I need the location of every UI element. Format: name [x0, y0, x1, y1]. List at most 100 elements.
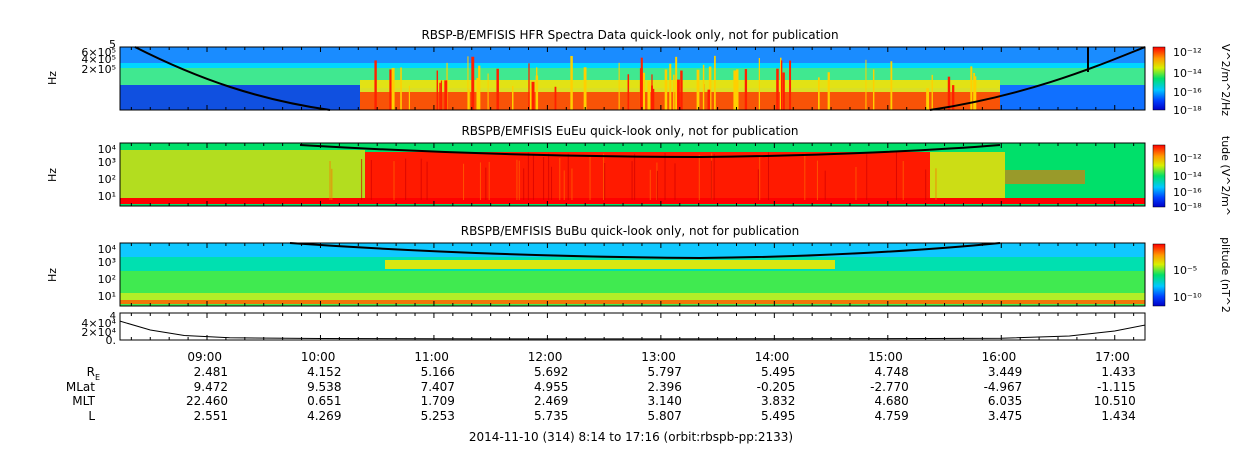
bubu-ytick-3: 10¹: [98, 290, 116, 303]
time-tick-label: 10:00: [301, 350, 336, 364]
ephemeris-value: 5.692: [534, 365, 568, 379]
ephemeris-value: 2.396: [648, 380, 682, 394]
hfr-lowfreq-red: [360, 92, 1000, 110]
time-axis-labels: 09:00 10:00 11:00 12:00 13:00 14:00 15:00 16:00…: [187, 350, 1129, 364]
eueu-fce-curve: [299, 144, 1001, 159]
time-tick-label: 13:00: [641, 350, 676, 364]
ephemeris-value: 2.551: [194, 409, 228, 423]
eueu-ylabel: Hz: [46, 168, 59, 182]
eueu-frame: [119, 142, 1146, 207]
ephemeris-value: 10.510: [1094, 394, 1136, 408]
bubu-colorbar: [1152, 243, 1166, 307]
bubu-low-band: [120, 293, 1145, 304]
ephemeris-value: 9.472: [194, 380, 228, 394]
eueu-ytick-3: 10¹: [98, 190, 116, 203]
hfr-lowfreq-blue-right: [1000, 85, 1145, 110]
eueu-baseline-red: [120, 198, 1145, 204]
line-ytick-0: 4×10⁴: [81, 317, 116, 330]
time-tick-label: 16:00: [982, 350, 1017, 364]
bubu-ytick-0: 10⁴: [98, 243, 117, 256]
eueu-left-yellow: [120, 150, 365, 198]
footer-time-range: 2014-11-10 (314) 8:14 to 17:16 (orbit:rb…: [469, 430, 793, 444]
ephemeris-value: 3.140: [648, 394, 682, 408]
bubu-frame: [119, 242, 1146, 307]
ephemeris-value: 2.469: [534, 394, 568, 408]
bubu-ytick-1: 10³: [98, 256, 116, 269]
ephemeris-value: 4.955: [534, 380, 568, 394]
panel1-title: RBSP-B/EMFISIS HFR Spectra Data quick-lo…: [421, 28, 838, 42]
eueu-cbar-label: tude (V^2/m^: [1219, 136, 1232, 216]
ephemeris-row-label: MLT: [72, 394, 95, 408]
ephemeris-value: 4.759: [874, 409, 908, 423]
ephemeris-value: 5.735: [534, 409, 568, 423]
ephemeris-value: 4.152: [307, 365, 341, 379]
hfr-colorbar: [1152, 46, 1166, 111]
ephemeris-value: 1.434: [1101, 409, 1135, 423]
ephemeris-value: 3.832: [761, 394, 795, 408]
bubu-ytick-2: 10²: [98, 273, 116, 286]
eueu-right-yellow: [930, 152, 1005, 198]
bubu-high-band: [120, 243, 1145, 257]
line-frame: [119, 312, 1146, 341]
bubu-ylabel: Hz: [46, 268, 59, 282]
panel3-title: RBSPB/EMFISIS BuBu quick-look only, not …: [461, 224, 799, 238]
ephemeris-value: 6.035: [988, 394, 1022, 408]
eueu-cbar-tick-2: 10⁻¹⁶: [1173, 186, 1202, 199]
bubu-cbar-tick-1: 10⁻¹⁰: [1173, 291, 1202, 304]
time-tick-label: 14:00: [755, 350, 790, 364]
ephemeris-row-subscript: E: [95, 373, 100, 382]
ephemeris-value: 5.807: [648, 409, 682, 423]
ephemeris-value: 5.495: [761, 409, 795, 423]
ephemeris-value: 5.797: [648, 365, 682, 379]
ephemeris-value: 1.709: [421, 394, 455, 408]
ephemeris-value: 7.407: [421, 380, 455, 394]
hfr-cbar-tick-2: 10⁻¹⁶: [1173, 86, 1202, 99]
ephemeris-value: 2.481: [194, 365, 228, 379]
eueu-ytick-2: 10²: [98, 173, 116, 186]
eueu-cbar-tick-1: 10⁻¹⁴: [1173, 170, 1202, 183]
bubu-fce-curve: [289, 242, 1001, 260]
ephemeris-row-label: R: [87, 365, 95, 379]
bubu-chorus-band: [385, 260, 835, 269]
ephemeris-value: 5.253: [421, 409, 455, 423]
hfr-cbar-label: V^2/m^2/Hz: [1219, 44, 1232, 116]
eueu-ytick-0: 10⁴: [98, 143, 117, 156]
ephemeris-value: 4.680: [874, 394, 908, 408]
eueu-red-region: [365, 152, 930, 202]
ephemeris-value: 3.475: [988, 409, 1022, 423]
line-ytick-2: 0.: [106, 334, 117, 347]
eueu-colorbar: [1152, 144, 1166, 208]
bubu-baseline: [120, 300, 1145, 304]
ephemeris-row-label: L: [88, 409, 95, 423]
ephemeris-value: 4.269: [307, 409, 341, 423]
time-tick-label: 15:00: [868, 350, 903, 364]
time-tick-label: 12:00: [528, 350, 563, 364]
hfr-fce-curve-left: [134, 46, 331, 111]
ephemeris-value: -2.770: [870, 380, 909, 394]
bubu-cbar-label: plitude (nT^2: [1219, 237, 1232, 313]
time-tick-label: 11:00: [414, 350, 449, 364]
ephemeris-value: -0.205: [757, 380, 796, 394]
hfr-frame: [119, 46, 1146, 111]
ephemeris-value: -4.967: [984, 380, 1023, 394]
eueu-right-band: [1005, 170, 1085, 184]
ephemeris-value: -1.115: [1097, 380, 1136, 394]
time-tick-label: 09:00: [187, 350, 222, 364]
eueu-emission-streaks: [329, 152, 937, 200]
ephemeris-value: 9.538: [307, 380, 341, 394]
line-ytick-1: 2×10⁴: [81, 326, 116, 339]
ephemeris-value: 22.460: [186, 394, 228, 408]
panel2-title: RBSPB/EMFISIS EuEu quick-look only, not …: [461, 124, 798, 138]
hfr-spectrogram: [119, 46, 1146, 111]
ephemeris-value: 1.433: [1101, 365, 1135, 379]
hfr-fce-curve-right: [929, 46, 1146, 111]
hfr-ytick-2: 2×10⁵: [81, 63, 116, 76]
hfr-cbar-tick-0: 10⁻¹²: [1173, 46, 1202, 59]
density-line-panel: [119, 312, 1146, 341]
time-tick-label: 17:00: [1095, 350, 1130, 364]
ephemeris-table: R E 2.481 4.152 5.166 5.692 5.797 5.495 4.748 3.4…: [66, 365, 1136, 423]
eueu-cbar-tick-0: 10⁻¹²: [1173, 152, 1202, 165]
ephemeris-value: 4.748: [874, 365, 908, 379]
hfr-emission-streaks: [374, 55, 977, 110]
